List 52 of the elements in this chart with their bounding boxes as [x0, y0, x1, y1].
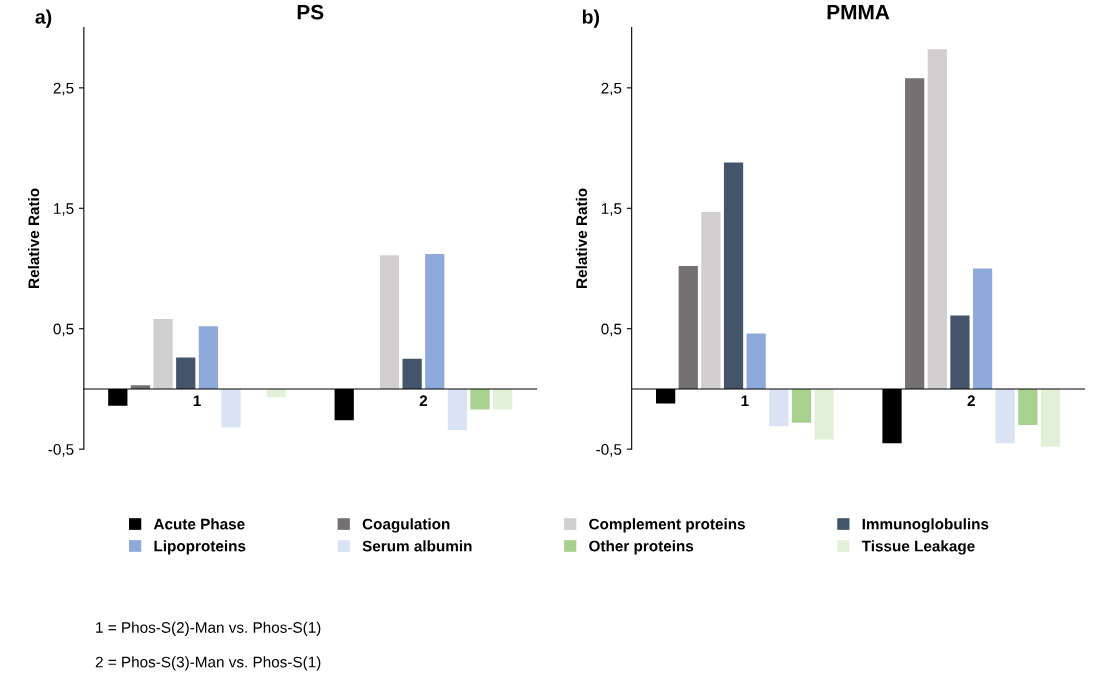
y-axis-title: Relative Ratio	[28, 188, 40, 288]
legend-label: Acute Phase	[153, 518, 245, 530]
bar	[972, 268, 993, 389]
bar	[470, 388, 490, 410]
x-tick-label: 1	[741, 395, 749, 407]
bar	[905, 78, 925, 389]
legend-label: Immunoglobulins	[862, 518, 989, 533]
bar	[493, 388, 513, 410]
bar	[814, 388, 834, 440]
y-tick-label: -0,5	[48, 444, 74, 457]
text: 1 = Phos-S(2)-Man vs. Phos-S(1)	[96, 621, 321, 636]
chart-title: PS	[297, 4, 324, 20]
bar	[1018, 388, 1038, 426]
bar	[701, 211, 721, 389]
y-tick-label: -0,5	[596, 444, 622, 457]
y-tick-label: 0,5	[601, 323, 622, 337]
legend-label: Serum albumin	[362, 540, 472, 552]
text: a)	[35, 9, 52, 28]
bar	[995, 388, 1015, 444]
y-tick-label: 0,5	[53, 323, 74, 337]
chart-title: PMMA	[827, 4, 890, 20]
legend-label: Complement proteins	[589, 518, 745, 533]
bar	[447, 388, 468, 430]
bar	[221, 388, 241, 428]
y-axis-title: Relative Ratio	[575, 188, 588, 288]
y-tick-label: 2,5	[53, 82, 74, 96]
bar	[769, 388, 789, 427]
x-tick-label: 2	[419, 395, 428, 407]
legend-label: Lipoproteins	[154, 540, 246, 555]
bar	[379, 255, 400, 389]
bar	[791, 388, 812, 423]
y-tick-label: 1,5	[54, 203, 74, 216]
bar	[746, 333, 766, 389]
text: b)	[582, 9, 600, 28]
bar	[950, 315, 970, 389]
y-tick-label: 1,5	[601, 203, 622, 216]
x-tick-label: 2	[967, 395, 975, 407]
x-tick-label: 1	[193, 395, 201, 407]
bar	[1040, 388, 1061, 447]
bar	[425, 254, 445, 389]
legend-label: Other proteins	[589, 540, 694, 555]
text: 2 = Phos-S(3)-Man vs. Phos-S(1)	[95, 656, 321, 671]
y-tick-label: 2,5	[601, 82, 622, 96]
legend-label: Tissue Leakage	[861, 540, 975, 555]
bar	[678, 266, 698, 389]
bar	[402, 358, 422, 389]
legend-label: Coagulation	[362, 518, 450, 533]
bar	[927, 49, 947, 389]
bar	[198, 326, 218, 389]
bar	[176, 357, 196, 389]
bar	[723, 162, 744, 389]
bar	[153, 319, 173, 389]
